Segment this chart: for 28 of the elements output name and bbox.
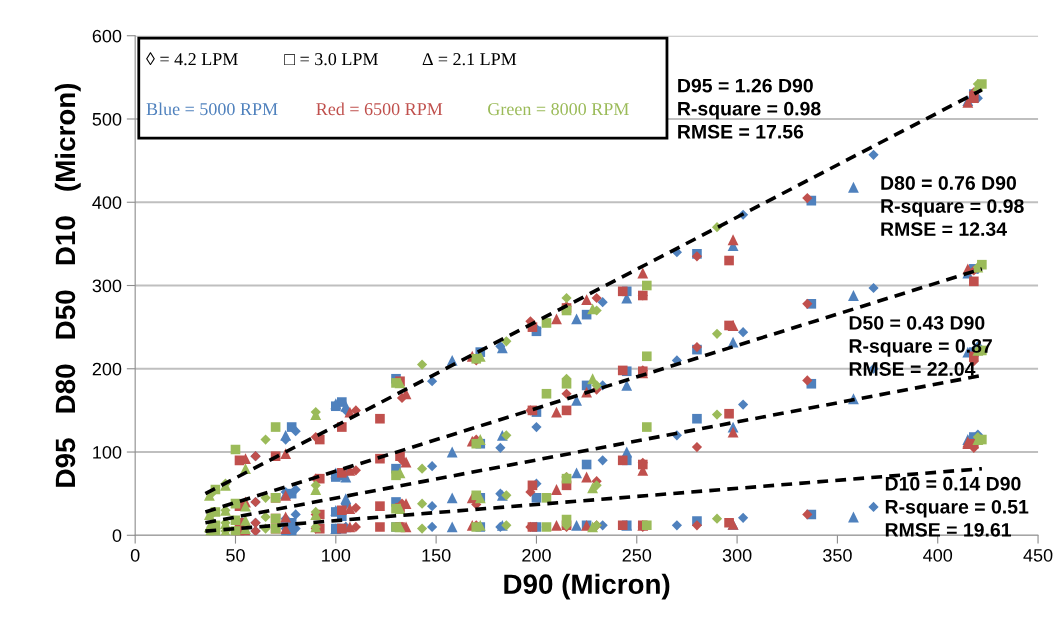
annotation: Green = 8000 RPM xyxy=(488,103,629,116)
x-tick-label: 350 xyxy=(823,548,852,562)
annotation: D95 = 1.26 D90 R-square = 0.98 RMSE = 17.56 xyxy=(678,78,821,139)
annotation: □ = 3.0 LPM xyxy=(284,53,378,66)
x-tick-label: 150 xyxy=(422,548,451,562)
x-tick-label: 300 xyxy=(722,548,752,562)
x-tick-label: 0 xyxy=(130,548,140,562)
annotation: ◊ = 4.2 LPM xyxy=(146,52,238,66)
y-tick-label: 600 xyxy=(92,29,122,43)
annotation: D80 = 0.76 D90 R-square = 0.98 RMSE = 12.34 xyxy=(881,176,1024,237)
y-tick-label: 0 xyxy=(112,529,122,542)
y-tick-label: 200 xyxy=(92,362,122,376)
y-tick-label: 400 xyxy=(92,196,122,209)
x-tick-label: 200 xyxy=(522,548,551,562)
x-tick-label: 450 xyxy=(1023,548,1053,562)
annotation: ∆ = 2.1 LPM xyxy=(422,53,517,66)
x-axis-title: D90 (Micron) xyxy=(504,573,670,600)
y-tick-label: 100 xyxy=(93,445,122,459)
x-tick-label: 50 xyxy=(226,548,245,562)
annotation: D10 = 0.14 D90 R-square = 0.51 RMSE = 19.61 xyxy=(885,476,1029,537)
x-tick-label: 250 xyxy=(622,548,652,562)
annotation: Blue = 5000 RPM xyxy=(146,102,278,116)
y-axis-title: D95 D80 D50 D10 (Micron) xyxy=(54,83,81,487)
y-tick-label: 500 xyxy=(92,112,122,126)
annotation: Red = 6500 RPM xyxy=(316,102,443,116)
y-tick-label: 300 xyxy=(92,279,122,293)
x-tick-label: 100 xyxy=(322,548,351,562)
x-tick-label: 400 xyxy=(923,548,953,562)
